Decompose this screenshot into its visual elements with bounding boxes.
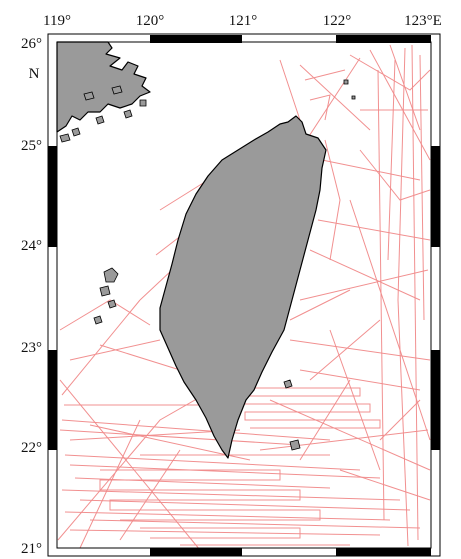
ship-track-line [59,419,421,536]
ship-track-line [349,44,431,161]
ship-track-line [377,44,425,547]
ship-tracks [57,44,431,551]
ship-track-line [299,64,431,261]
lat-label-21: 21° [21,541,42,557]
ship-track-line [279,59,331,121]
ship-track-line [99,469,321,521]
china-islet [71,127,81,137]
lon-label-120: 120° [136,13,165,29]
map-frame-inner [56,41,432,549]
lat-label-25: 25° [21,138,42,154]
taiwan-island [159,115,327,459]
ship-track-line [259,379,431,501]
frame-bar [150,35,242,43]
ship-track-line [329,149,431,471]
ship-track-line [59,299,181,396]
frame-bar [431,146,440,247]
lon-label-123: 123°E [404,13,442,29]
frame-bar [48,350,57,450]
china-coastline [56,41,151,133]
china-islet [59,133,71,143]
lon-label-121: 121° [229,13,258,29]
china-islet [111,85,123,95]
ship-track-line [289,249,431,391]
small-islet [343,79,349,85]
china-islet [95,115,105,125]
north-label: N [29,66,40,82]
lat-label-26: 26° [21,36,42,52]
ship-track-line [140,527,350,546]
lon-label-119: 119° [43,13,71,29]
china-islet [139,99,147,107]
frame-left-bars [48,146,57,450]
penghu-islands [93,267,119,325]
frame-top-bars [150,35,431,43]
frame-bar [150,548,242,556]
green-island [283,379,293,389]
china-islet [123,109,133,119]
penghu-islet [107,299,117,309]
lat-label-22: 22° [21,440,42,456]
frame-bar [336,35,431,43]
orchid-island [289,439,301,451]
frame-bottom-bars [150,548,431,556]
small-islet [351,95,356,100]
frame-bar [336,548,431,556]
penghu-islet [103,267,119,283]
penghu-islet [99,285,111,297]
china-islet [83,91,95,101]
lat-label-23: 23° [21,340,42,356]
lat-label-24: 24° [21,238,42,254]
ship-track-line [239,387,381,429]
ship-track-line [57,379,231,551]
frame-bar [48,146,57,247]
map-frame-outer [47,33,441,557]
penghu-islet [93,315,103,325]
lon-label-122: 122° [323,13,352,29]
frame-right-bars [431,146,440,450]
china-coast [56,41,151,143]
frame-bar [431,350,440,450]
